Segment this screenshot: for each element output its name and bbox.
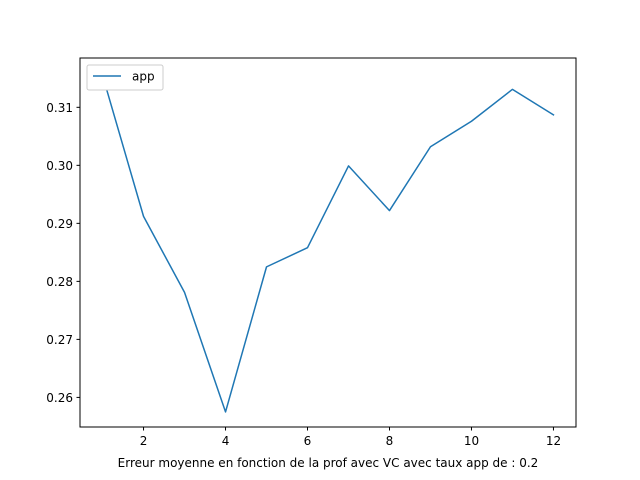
x-tick-label: 12	[546, 434, 561, 448]
series-line-app	[101, 74, 555, 413]
legend-label-app: app	[132, 70, 155, 84]
plot-frame	[79, 57, 577, 428]
x-tick-label: 4	[222, 434, 230, 448]
y-tick-label: 0.27	[46, 333, 73, 347]
axis-ticks: 2 4 6 8 10 12 0.26 0.27 0.28 0.29 0.30 0.31	[46, 101, 561, 448]
legend: app	[86, 64, 164, 91]
x-axis-label: Erreur moyenne en fonction de la prof av…	[118, 456, 539, 470]
plot-area	[101, 74, 555, 413]
y-tick-label: 0.29	[46, 217, 73, 231]
x-tick-label: 8	[386, 434, 394, 448]
y-tick-label: 0.28	[46, 275, 73, 289]
legend-box	[86, 64, 164, 91]
y-tick-label: 0.26	[46, 391, 73, 405]
x-tick-label: 2	[140, 434, 148, 448]
x-tick-label: 6	[304, 434, 312, 448]
y-tick-label: 0.30	[46, 159, 73, 173]
x-tick-label: 10	[464, 434, 479, 448]
y-tick-label: 0.31	[46, 101, 73, 115]
